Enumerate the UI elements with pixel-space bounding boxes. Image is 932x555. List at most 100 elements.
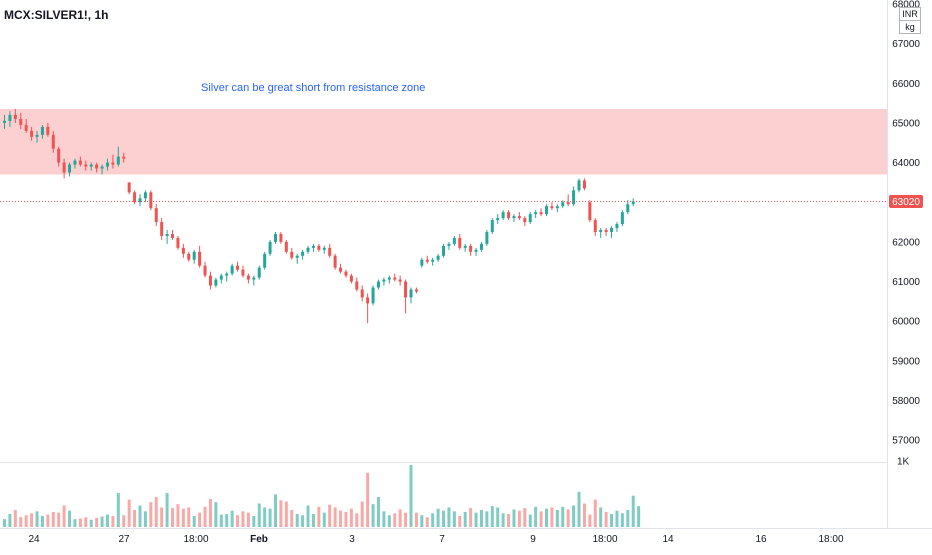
candle-body [62, 162, 66, 173]
time-tick-label: 3 [349, 534, 355, 545]
volume-bar [501, 513, 505, 527]
candle-body [452, 237, 456, 244]
time-tick-label: 16 [755, 534, 767, 545]
volume-bar [62, 505, 66, 527]
candle-body [154, 208, 158, 223]
volume-bar [474, 512, 478, 527]
candle-body [463, 245, 467, 248]
volume-bar [263, 507, 267, 527]
candle-body [133, 192, 137, 203]
volume-bar [610, 513, 614, 527]
candle-body [13, 115, 17, 119]
volume-bar [279, 500, 283, 527]
candle-body [604, 230, 608, 232]
volume-bar [545, 508, 548, 527]
candle-body [295, 255, 299, 258]
candle-body [279, 233, 283, 242]
candle-body [534, 212, 538, 215]
volume-bar [626, 510, 630, 527]
volume-bar [214, 502, 218, 527]
resistance-zone [0, 109, 887, 175]
price-tick-label: 66000 [892, 79, 920, 90]
volume-bar [143, 511, 147, 527]
volume-axis-label: 1K [897, 457, 910, 468]
volume-bar [469, 508, 473, 527]
candle-body [539, 212, 543, 215]
volume-bar [19, 517, 23, 527]
volume-bar [160, 507, 164, 527]
volume-bar [637, 506, 641, 527]
volume-bar [181, 508, 185, 527]
annotation-text[interactable]: Silver can be great short from resistanc… [201, 82, 426, 94]
volume-bar [95, 517, 99, 527]
candle-body [398, 279, 402, 282]
candle-body [192, 251, 196, 260]
volume-bar [57, 512, 61, 527]
volume-bar [572, 505, 576, 527]
volume-bar [523, 508, 527, 527]
volume-bar [485, 511, 489, 527]
candle-body [78, 160, 82, 165]
price-axis[interactable]: 5700058000590006000061000620006300064000… [892, 0, 920, 447]
candle-body [263, 253, 267, 268]
volume-bar [138, 505, 142, 527]
candle-body [479, 243, 483, 250]
volume-bar [295, 513, 299, 527]
volume-bar [187, 507, 191, 527]
volume-bar [246, 512, 250, 527]
volume-bar [198, 512, 202, 527]
price-tick-label: 60000 [892, 317, 920, 328]
candle-body [512, 216, 516, 219]
candle-body [339, 267, 343, 272]
candle-body [3, 120, 6, 123]
volume-bar [13, 510, 17, 527]
candle-body [257, 267, 261, 278]
volume-bar [127, 499, 131, 527]
volume-bar [442, 510, 446, 527]
price-tick-label: 59000 [892, 356, 920, 367]
candle-body [550, 206, 554, 209]
candle-body [198, 251, 202, 266]
volume-bar [24, 515, 28, 527]
candle-body [371, 287, 375, 304]
volume-bar [171, 508, 175, 527]
candle-body [181, 247, 185, 254]
volume-bar [46, 514, 50, 527]
currency-unit-box[interactable]: INR kg [899, 7, 921, 34]
candle-body [566, 202, 570, 205]
volume-bar [68, 510, 72, 527]
volume-bar [366, 472, 370, 527]
plot-background [0, 0, 887, 528]
volume-bar [496, 507, 500, 527]
volume-bar [566, 509, 570, 527]
volume-bar [355, 513, 359, 527]
candle-body [474, 249, 478, 252]
candle-body [431, 259, 435, 262]
candle-body [246, 275, 250, 280]
volume-bar [398, 509, 402, 527]
symbol-title[interactable]: MCX:SILVER1!, 1h [4, 8, 109, 22]
candle-body [122, 156, 126, 159]
volume-bar [322, 512, 326, 527]
candle-body [111, 162, 115, 165]
volume-bar [236, 515, 240, 527]
volume-bar [555, 510, 559, 527]
volume-layer [3, 465, 641, 527]
candle-body [387, 277, 391, 280]
candle-body [176, 237, 180, 248]
volume-bar [512, 509, 516, 527]
volume-bar [631, 495, 635, 527]
time-axis[interactable]: 24 27 18:00 Feb 3 7 9 18:00 14 16 18:00 [28, 534, 844, 545]
candle-body [84, 164, 88, 167]
volume-bar [599, 507, 603, 527]
candle-body [545, 206, 548, 215]
candle-body [631, 201, 635, 205]
candle-body [517, 216, 521, 219]
price-tick-label: 57000 [892, 436, 920, 447]
unit-separator [900, 20, 920, 21]
candle-body [360, 289, 364, 298]
candle-body [344, 271, 348, 276]
candle-body [355, 281, 359, 290]
